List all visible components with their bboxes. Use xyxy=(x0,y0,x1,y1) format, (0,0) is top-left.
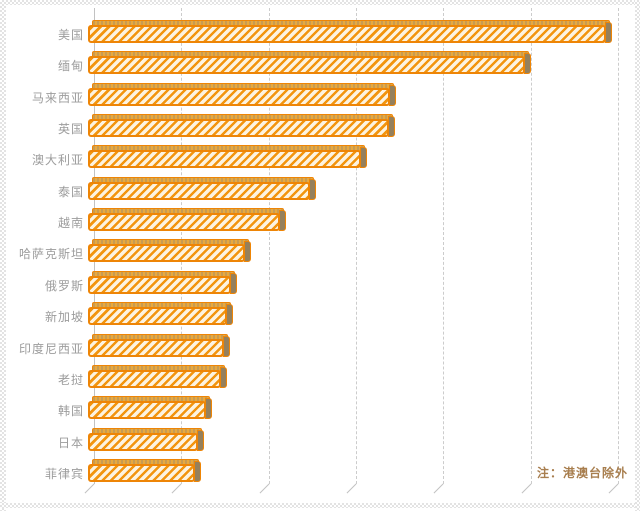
category-label: 老挝 xyxy=(57,372,84,387)
category-label: 菲律宾 xyxy=(44,466,84,481)
gridline xyxy=(268,8,270,484)
bar-front-face xyxy=(88,150,361,169)
bar-front-face xyxy=(88,56,525,75)
bar-2 xyxy=(88,51,531,75)
frame-border-top xyxy=(0,0,640,5)
bar-end-cap xyxy=(220,366,227,388)
bar-front-face xyxy=(88,401,206,420)
bar-front-face xyxy=(88,87,390,106)
bar-end-cap xyxy=(524,53,531,75)
bar-12 xyxy=(88,364,227,389)
bar-end-cap xyxy=(605,22,612,43)
bar-end-cap xyxy=(205,398,212,420)
category-label: 韩国 xyxy=(57,404,84,419)
gridline xyxy=(530,8,532,484)
bar-end-cap xyxy=(226,304,233,326)
axis-tick-foot xyxy=(608,483,619,494)
category-label: 新加坡 xyxy=(44,310,84,325)
gridline xyxy=(355,8,357,484)
axis-tick-foot xyxy=(346,483,357,494)
bar-front-face xyxy=(88,338,224,357)
bar-end-cap xyxy=(223,335,230,357)
bar-front-face xyxy=(88,119,389,138)
bar-6 xyxy=(88,176,316,201)
bar-1 xyxy=(88,20,612,44)
bar-front-face xyxy=(88,244,245,263)
bar-front-face xyxy=(88,369,221,388)
bar-10 xyxy=(88,302,233,326)
category-label: 英国 xyxy=(57,122,84,137)
axis-tick-foot xyxy=(521,483,531,494)
category-label: 美国 xyxy=(57,28,84,42)
bar-11 xyxy=(88,333,230,358)
category-label: 越南 xyxy=(57,216,84,231)
bar-9 xyxy=(88,270,237,295)
axis-tick-foot xyxy=(84,483,95,494)
bar-front-face xyxy=(88,432,198,451)
frame-border-left xyxy=(0,0,6,511)
chart-note: 注：港澳台除外 xyxy=(536,466,628,480)
bar-end-cap xyxy=(230,272,237,294)
gridline xyxy=(443,8,445,484)
bar-end-cap xyxy=(309,178,316,200)
bar-end-cap xyxy=(194,460,201,482)
bar-13 xyxy=(88,396,212,420)
frame-border-right xyxy=(635,0,640,511)
bar-end-cap xyxy=(244,241,251,263)
frame-border-bottom xyxy=(0,503,640,508)
bar-end-cap xyxy=(389,84,396,106)
bar-7 xyxy=(88,208,286,232)
gridline xyxy=(617,8,619,484)
category-label: 印度尼西亚 xyxy=(18,341,84,356)
category-label: 哈萨克斯坦 xyxy=(18,247,84,262)
bar-5 xyxy=(88,145,367,169)
category-label: 泰国 xyxy=(57,184,84,199)
category-label: 日本 xyxy=(57,435,84,450)
category-label: 澳大利亚 xyxy=(31,153,84,168)
bar-front-face xyxy=(88,181,310,200)
axis-tick-foot xyxy=(433,483,444,494)
bar-8 xyxy=(88,239,251,263)
bar-front-face xyxy=(88,463,195,482)
bar-end-cap xyxy=(197,429,204,451)
bar-3 xyxy=(88,82,396,107)
bar-14 xyxy=(88,427,204,452)
bar-15 xyxy=(88,458,201,483)
bar-front-face xyxy=(88,307,227,326)
bar-front-face xyxy=(88,213,280,232)
bar-end-cap xyxy=(279,210,286,232)
bar-end-cap xyxy=(388,116,395,138)
category-label: 缅甸 xyxy=(57,59,84,74)
bar-front-face xyxy=(88,25,606,43)
bar-front-face xyxy=(88,275,231,294)
bar-end-cap xyxy=(360,147,367,169)
category-label: 俄罗斯 xyxy=(44,278,84,293)
axis-tick-foot xyxy=(259,483,270,494)
category-label: 马来西亚 xyxy=(31,90,84,105)
bar-4 xyxy=(88,114,395,138)
axis-tick-foot xyxy=(171,483,182,494)
